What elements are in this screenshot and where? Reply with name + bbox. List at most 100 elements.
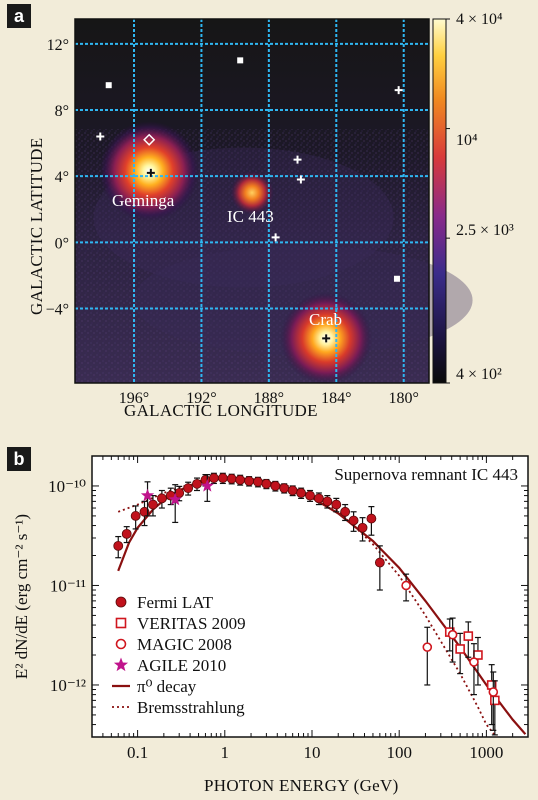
- agile-2010-point: [168, 492, 182, 506]
- fermi-lat-point: [287, 485, 298, 496]
- cross-marker: [296, 175, 305, 184]
- y-tick-label: 10⁻¹¹: [50, 576, 86, 595]
- fermi-lat-point: [130, 511, 141, 521]
- magic-2008-point: [401, 580, 411, 591]
- bremsstrahlung-curve: [117, 477, 498, 737]
- colorbar-label-2500: 2.5 × 10³: [456, 222, 514, 239]
- y-tick-label: 10⁻¹²: [50, 676, 86, 695]
- square-marker: [105, 82, 112, 89]
- x-axis-title: GALACTIC LONGITUDE: [124, 401, 318, 420]
- fermi-lat-point: [244, 476, 255, 486]
- veritas-2009-point: [490, 695, 500, 706]
- veritas-2009-point: [455, 644, 465, 654]
- spectrum-plot: 0.1 1 10 100 1000 10⁻¹⁰ 10⁻¹¹ 10⁻¹² E² dN/dE (er…: [12, 455, 529, 762]
- cross-marker: [322, 334, 331, 343]
- fermi-lat-point: [261, 478, 272, 489]
- y-tick-label: 4°: [55, 169, 69, 186]
- y-axis-title: GALACTIC LATITUDE: [27, 137, 46, 315]
- cross-marker: [96, 132, 105, 141]
- diamond-marker: [143, 133, 156, 146]
- x-tick-label: 184°: [321, 390, 351, 407]
- source-label: IC 443: [227, 207, 274, 226]
- y-tick-label: 10⁻¹⁰: [48, 477, 86, 496]
- fermi-lat-point: [348, 515, 359, 526]
- fermi-lat-point: [148, 499, 158, 510]
- fermi-lat-point: [139, 506, 150, 517]
- spectrum-x-axis-title: PHOTON ENERGY (GeV): [204, 776, 399, 795]
- spectrum-y-axis-title: E² dN/dE (erg cm⁻² s⁻¹): [12, 514, 31, 679]
- colorbar-gradient: [432, 18, 447, 384]
- legend-label-veritas-2009: VERITAS 2009: [137, 614, 246, 633]
- source-glow: [99, 121, 200, 222]
- x-tick-label: 188°: [254, 390, 284, 407]
- fermi-lat-point: [366, 513, 377, 524]
- legend-marker-magic-2008: [115, 638, 127, 650]
- x-tick-label: 1: [221, 743, 230, 762]
- legend-label-pi0-decay-curve: π⁰ decay: [137, 677, 197, 696]
- spectrum-title: Supernova remnant IC 443: [334, 465, 518, 484]
- colorbar-label-max: 4 × 10⁴: [456, 11, 503, 28]
- source-label: Geminga: [112, 191, 175, 210]
- source-label: Crab: [309, 310, 342, 329]
- plot-frame: [91, 455, 529, 738]
- fermi-lat-point: [192, 478, 202, 489]
- fermi-lat-point: [305, 490, 315, 501]
- legend-label-agile-2010: AGILE 2010: [137, 656, 226, 675]
- cross-marker: [146, 168, 155, 177]
- panel-a-chart: Geminga IC 443 Crab 196° 192° 188° 184° 180° 12°…: [46, 18, 473, 407]
- x-tick-label: 100: [386, 743, 412, 762]
- magic-2008-point: [422, 642, 433, 652]
- legend-marker-agile-2010: [113, 657, 129, 672]
- colorbar: [432, 18, 450, 384]
- cross-marker: [271, 233, 280, 242]
- x-tick-label: 1000: [469, 743, 503, 762]
- legend-label-fermi-lat: Fermi LAT: [137, 593, 214, 612]
- cross-marker: [394, 86, 403, 95]
- map-frame: [74, 18, 430, 384]
- y-tick-label: 8°: [55, 103, 69, 120]
- sky-map: Geminga IC 443 Crab 196° 192° 188° 184° 180° 12°…: [46, 18, 473, 407]
- y-tick-label: 0°: [55, 235, 69, 252]
- legend-label-bremsstrahlung-curve: Bremsstrahlung: [137, 698, 245, 717]
- fermi-lat-point: [217, 473, 228, 483]
- fermi-lat-point: [322, 496, 333, 507]
- y-tick-label: −4°: [46, 302, 69, 319]
- legend-label-magic-2008: MAGIC 2008: [137, 635, 232, 654]
- magic-2008-point: [447, 629, 458, 640]
- magic-2008-point: [469, 657, 479, 667]
- fermi-lat-point: [357, 522, 368, 533]
- fermi-lat-point: [209, 473, 219, 483]
- x-tick-label: 10: [303, 743, 320, 762]
- fermi-lat-point: [121, 528, 132, 539]
- fermi-lat-point: [183, 483, 194, 494]
- cross-marker: [293, 155, 302, 164]
- fermi-lat-point: [313, 493, 324, 504]
- square-marker: [393, 275, 400, 282]
- fermi-lat-point: [113, 540, 124, 551]
- fermi-lat-point: [157, 493, 167, 504]
- colorbar-label-min: 4 × 10²: [456, 366, 502, 383]
- panel-b-label: b: [7, 447, 31, 471]
- veritas-2009-point: [463, 631, 474, 641]
- fermi-lat-point: [253, 476, 263, 487]
- fermi-lat-point: [331, 499, 342, 510]
- square-marker: [237, 57, 244, 64]
- agile-2010-point: [200, 479, 214, 492]
- fermi-lat-point: [374, 557, 385, 568]
- y-tick-label: 12°: [47, 37, 69, 54]
- legend-marker-veritas-2009: [115, 617, 127, 629]
- x-tick-label: 180°: [389, 390, 419, 407]
- fermi-lat-point: [235, 475, 246, 485]
- legend-marker-fermi-lat: [115, 596, 127, 608]
- source-glow: [230, 170, 274, 215]
- magic-2008-point: [488, 687, 499, 697]
- x-tick-label: 196°: [119, 390, 149, 407]
- fermi-lat-point: [270, 481, 281, 491]
- panel-a-label: a: [7, 4, 31, 28]
- agile-2010-point: [140, 488, 155, 502]
- x-tick-label: 192°: [186, 390, 216, 407]
- fermi-lat-point: [296, 488, 307, 498]
- x-tick-label: 0.1: [127, 743, 148, 762]
- fermi-lat-point: [226, 473, 237, 484]
- fermi-lat-point: [340, 506, 351, 517]
